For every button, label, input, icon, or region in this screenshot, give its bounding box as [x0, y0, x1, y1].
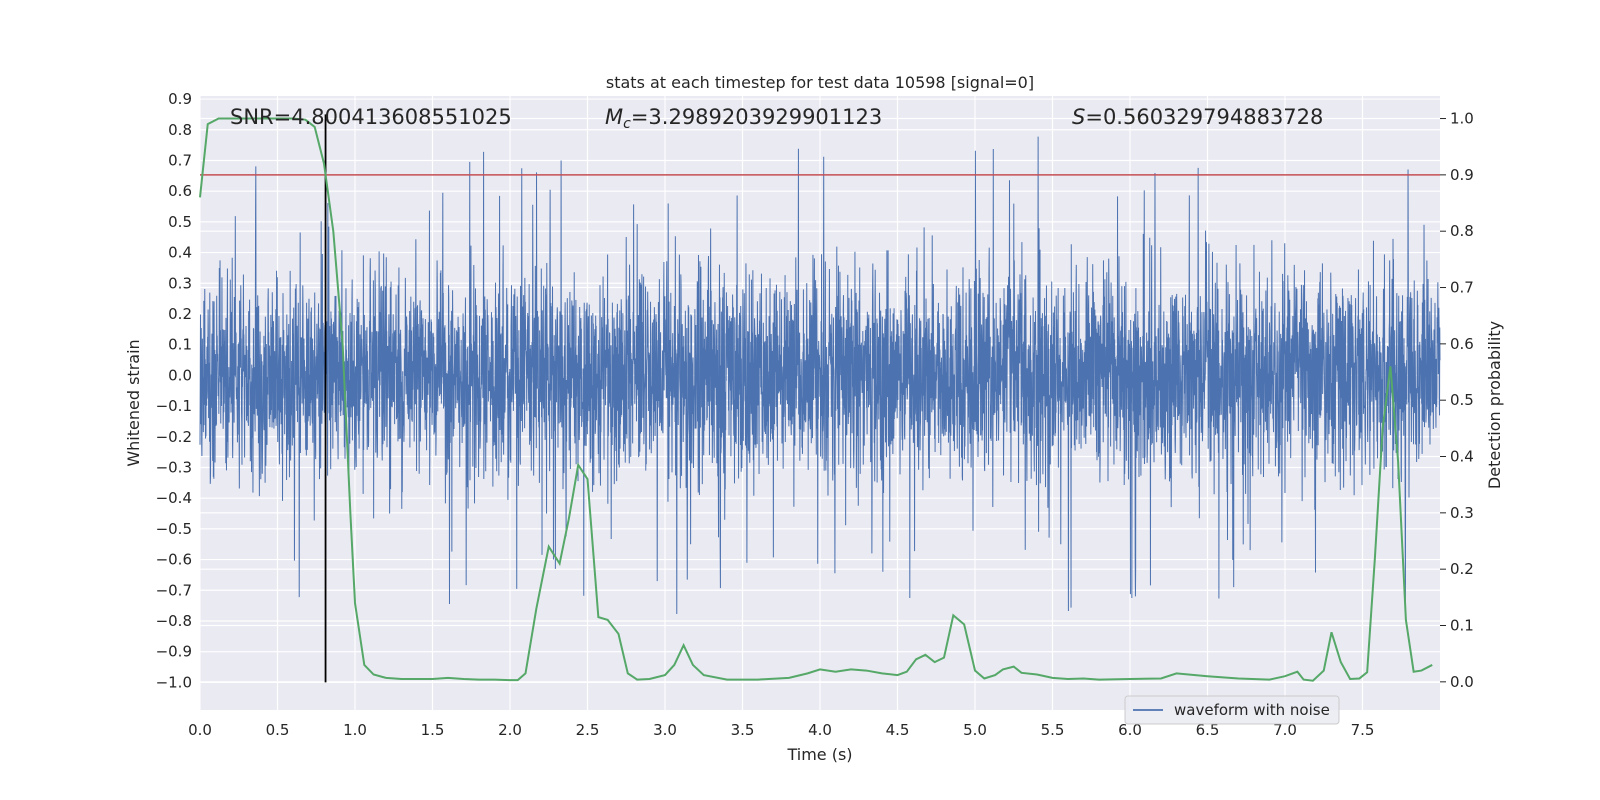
s-annotation: S=0.560329794883728 — [1072, 105, 1323, 129]
y-tick-label: −0.7 — [156, 581, 192, 599]
y2-tick-label: 0.7 — [1450, 279, 1474, 297]
y-tick-label: −0.2 — [156, 428, 192, 446]
y-tick-label: −0.3 — [156, 458, 192, 476]
x-tick-label: 5.5 — [1041, 721, 1065, 739]
waveform-line — [199, 136, 1441, 615]
y2-tick-label: 0.4 — [1450, 448, 1474, 466]
y-tick-label: −0.6 — [156, 551, 192, 569]
snr-annotation: SNR=4.800413608551025 — [230, 105, 512, 129]
chirp-mass-value: =3.2989203929901123 — [631, 105, 882, 129]
y2-tick-label: 0.6 — [1450, 335, 1474, 353]
s-value: =0.560329794883728 — [1085, 105, 1323, 129]
x-tick-label: 4.5 — [886, 721, 910, 739]
x-tick-label: 5.0 — [963, 721, 987, 739]
y-tick-label: 0.4 — [168, 244, 192, 262]
y-tick-label: −1.0 — [156, 673, 192, 691]
probability-series — [199, 117, 1433, 682]
chirp-mass-subscript: c — [623, 116, 631, 132]
x-tick-label: 6.0 — [1118, 721, 1142, 739]
x-tick-label: 1.5 — [421, 721, 445, 739]
x-tick-label: 0.5 — [266, 721, 290, 739]
y-tick-label: 0.8 — [168, 121, 192, 139]
y-tick-label: 0.7 — [168, 151, 192, 169]
x-tick-label: 1.0 — [343, 721, 367, 739]
y-tick-label: 0.2 — [168, 305, 192, 323]
legend-box — [1124, 695, 1340, 725]
y-tick-label: −0.8 — [156, 612, 192, 630]
y-axis-title: Whitened strain — [124, 339, 143, 466]
x-axis-ticks: 0.0 0.5 1.0 1.5 2.0 2.5 3.0 3.5 4.0 4.5 5.0 5.5 6.0 6… — [188, 721, 1374, 739]
y-axis-ticks: 0.9 0.8 0.7 0.6 0.5 0.4 0.3 0.2 0.1 0.0 −0.1 −0.2 −0… — [156, 90, 192, 691]
x-tick-label: 7.5 — [1351, 721, 1375, 739]
y2-axis-title: Detection probability — [1485, 321, 1504, 489]
y2-tick-label: 0.1 — [1450, 617, 1474, 635]
chirp-mass-symbol: M — [605, 105, 623, 129]
y2-tick-label: 0.2 — [1450, 560, 1474, 578]
y-tick-label: 0.1 — [168, 336, 192, 354]
x-tick-label: 2.5 — [576, 721, 600, 739]
chart-title: stats at each timestep for test data 105… — [606, 73, 1034, 92]
y2-tick-label: 0.9 — [1450, 166, 1474, 184]
probability-line — [199, 117, 1433, 682]
y-tick-label: −0.5 — [156, 520, 192, 538]
waveform-series — [199, 136, 1441, 615]
x-tick-label: 4.0 — [808, 721, 832, 739]
y-tick-label: 0.9 — [168, 90, 192, 108]
x-tick-label: 6.5 — [1196, 721, 1220, 739]
x-tick-label: 3.5 — [731, 721, 755, 739]
y-tick-label: 0.5 — [168, 213, 192, 231]
y2-tick-label: 0.0 — [1450, 673, 1474, 691]
chirp-mass-annotation: Mc=3.2989203929901123 — [605, 105, 882, 132]
legend-label: waveform with noise — [1174, 701, 1330, 719]
y-tick-label: 0.0 — [168, 366, 192, 384]
x-tick-label: 3.0 — [653, 721, 677, 739]
y2-tick-label: 0.5 — [1450, 391, 1474, 409]
x-tick-label: 7.0 — [1273, 721, 1297, 739]
x-tick-label: 2.0 — [498, 721, 522, 739]
legend: waveform with noise — [1124, 695, 1340, 725]
y-tick-label: 0.3 — [168, 274, 192, 292]
y-tick-label: 0.6 — [168, 182, 192, 200]
x-tick-label: 0.0 — [188, 721, 212, 739]
y-tick-label: −0.1 — [156, 397, 192, 415]
s-symbol: S — [1072, 105, 1085, 129]
y2-tick-label: 1.0 — [1450, 110, 1474, 128]
x-axis-title: Time (s) — [786, 745, 852, 764]
y-tick-label: −0.4 — [156, 489, 192, 507]
y2-tick-label: 0.3 — [1450, 504, 1474, 522]
y2-axis-ticks: 1.0 0.9 0.8 0.7 0.6 0.5 0.4 0.3 0.2 0.1 0.0 — [1440, 110, 1474, 691]
y-tick-label: −0.9 — [156, 643, 192, 661]
y2-tick-label: 0.8 — [1450, 222, 1474, 240]
